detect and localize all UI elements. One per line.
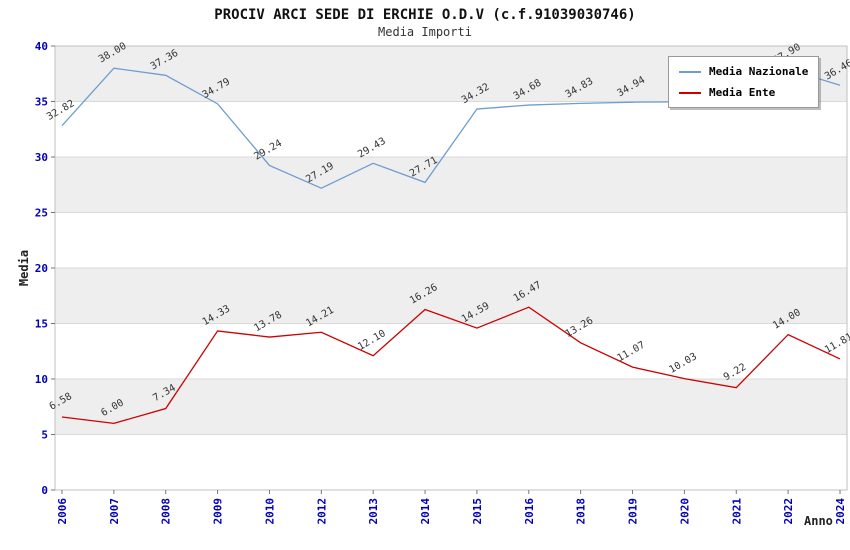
x-tick-label: 2016	[523, 498, 536, 525]
y-tick-label: 35	[35, 96, 48, 109]
y-tick-label: 40	[35, 40, 48, 53]
y-tick-label: 5	[41, 429, 48, 442]
x-tick-label: 2015	[471, 498, 484, 525]
legend-line-swatch-ente	[679, 91, 701, 94]
legend: Media Nazionale Media Ente	[668, 56, 820, 108]
x-tick-label: 2006	[56, 498, 69, 525]
legend-label-nazionale: Media Nazionale	[709, 65, 809, 78]
x-tick-label: 2024	[834, 498, 847, 525]
y-tick-label: 15	[35, 318, 48, 331]
legend-item-media-nazionale: Media Nazionale	[679, 65, 808, 78]
data-label: 11.81	[823, 331, 850, 356]
x-tick-label: 2012	[315, 498, 328, 525]
x-tick-label: 2022	[782, 498, 795, 525]
x-tick-label: 2014	[419, 498, 432, 525]
x-tick-label: 2021	[730, 498, 743, 525]
x-tick-label: 2013	[367, 498, 380, 525]
x-tick-label: 2020	[678, 498, 691, 525]
x-tick-label: 2008	[160, 498, 173, 525]
chart-subtitle: Media Importi	[378, 25, 472, 39]
series-line-1	[61, 306, 841, 425]
y-axis-title: Media	[17, 249, 31, 287]
y-tick-label: 25	[35, 207, 48, 220]
data-label: 11.07	[615, 340, 647, 365]
y-tick-label: 20	[35, 262, 48, 275]
data-label: 10.03	[667, 351, 699, 376]
x-tick-label: 2007	[108, 498, 121, 525]
x-axis-title: Anno	[804, 514, 833, 528]
plot-band	[55, 379, 847, 435]
data-label: 12.10	[356, 328, 388, 353]
x-tick-label: 2010	[263, 498, 276, 525]
y-tick-label: 30	[35, 151, 48, 164]
x-tick-label: 2009	[212, 498, 225, 525]
legend-label-ente: Media Ente	[709, 86, 776, 99]
x-tick-label: 2019	[627, 498, 640, 525]
x-tick-label: 2018	[575, 498, 588, 525]
legend-item-media-ente: Media Ente	[679, 86, 808, 99]
legend-line-swatch-nazionale	[679, 70, 701, 73]
y-tick-label: 10	[35, 373, 48, 386]
plot-band	[55, 157, 847, 213]
plot-band	[55, 268, 847, 324]
y-tick-label: 0	[41, 484, 48, 497]
chart-title: PROCIV ARCI SEDE DI ERCHIE O.D.V (c.f.91…	[214, 7, 636, 23]
